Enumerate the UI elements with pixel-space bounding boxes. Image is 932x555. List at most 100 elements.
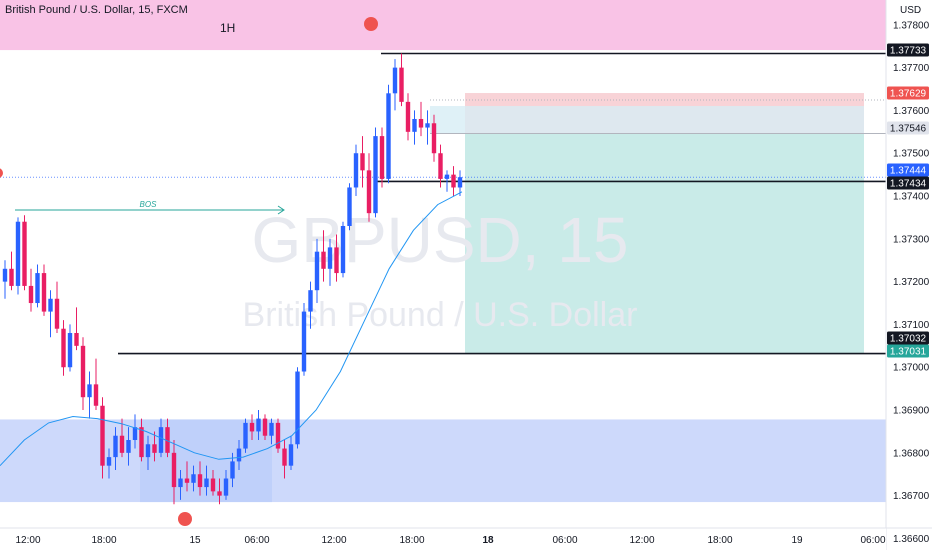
price-label-text: 1.37444 <box>890 166 927 177</box>
entry-zone <box>430 106 864 134</box>
candle <box>22 215 27 291</box>
price-axis[interactable]: 1.37800 1.37700 1.37600 1.37500 1.37400 1.373… <box>885 0 932 550</box>
price-label: 1.37444 <box>887 163 929 177</box>
candle-body <box>444 174 450 179</box>
candle <box>165 418 170 458</box>
candle-body <box>35 273 40 304</box>
candle <box>353 144 359 197</box>
time-axis[interactable]: 12:00 18:00 15 06:00 12:00 18:00 18 06:00 12:00 1… <box>0 527 932 550</box>
supply-zone <box>0 0 886 51</box>
candle-body <box>256 418 261 432</box>
candle <box>119 418 125 458</box>
price-label: 1.37031 <box>887 344 929 358</box>
price-label-box <box>887 176 929 190</box>
candle-body <box>191 474 196 483</box>
candle-body <box>418 118 424 128</box>
candle-body <box>451 174 456 188</box>
candle <box>431 114 437 162</box>
markers-layer <box>0 17 378 526</box>
candle-body <box>113 435 118 458</box>
price-label: 1.37032 <box>887 331 929 345</box>
candle-body <box>106 457 112 466</box>
price-label-text: 1.37733 <box>890 46 927 57</box>
candle <box>48 290 53 338</box>
candle-body <box>353 153 359 188</box>
candle <box>340 221 346 278</box>
price-label-text: 1.37434 <box>890 179 927 190</box>
candle <box>54 281 60 333</box>
candle <box>360 136 365 188</box>
candle <box>308 281 313 329</box>
candle-body <box>87 384 92 398</box>
candle <box>93 358 99 411</box>
time-tick: 18:00 <box>399 535 424 546</box>
price-labels-layer: 1.37733 1.37629 1.37546 1.37444 1.37434 1.370… <box>887 43 929 358</box>
price-tick: 1.36600 <box>893 534 930 545</box>
candle-body <box>145 444 151 458</box>
candle-body <box>217 491 222 496</box>
candle <box>113 427 118 470</box>
moving-average-line <box>0 191 463 467</box>
time-tick: 12:00 <box>629 535 654 546</box>
candle <box>295 367 300 449</box>
candle <box>314 238 320 304</box>
candle-body <box>431 123 437 154</box>
candle <box>412 110 417 145</box>
candle <box>204 465 209 496</box>
candle-body <box>457 177 463 188</box>
price-axis-background <box>886 0 932 550</box>
price-label-box <box>887 43 929 57</box>
candle <box>2 260 8 299</box>
candle <box>41 264 47 316</box>
currency-label[interactable]: USD <box>900 5 922 16</box>
candle <box>100 397 105 479</box>
candle-body <box>295 371 300 445</box>
price-tick: 1.37100 <box>893 320 930 331</box>
candle <box>366 153 372 222</box>
time-tick: 19 <box>791 535 803 546</box>
price-tick: 1.37800 <box>893 20 930 31</box>
price-tick: 1.36900 <box>893 406 930 417</box>
candle <box>288 435 294 470</box>
candle-body <box>314 251 320 291</box>
timeframe-badge[interactable]: 1H <box>220 21 236 35</box>
candle-body <box>171 452 177 488</box>
candle-body <box>327 247 333 269</box>
candles-layer <box>2 53 463 505</box>
levels-layer: BOS <box>0 52 886 355</box>
candle <box>243 418 248 453</box>
candle-body <box>425 123 430 128</box>
candle <box>301 303 307 376</box>
candle <box>386 84 391 184</box>
candle-body <box>366 170 372 214</box>
chart-title[interactable]: British Pound / U.S. Dollar, 15, FXCM <box>5 4 188 16</box>
price-label-box <box>887 331 929 345</box>
candle-body <box>379 136 385 179</box>
price-label-text: 1.37629 <box>890 89 927 100</box>
candle <box>418 101 424 137</box>
price-label: 1.37629 <box>887 86 929 100</box>
candle <box>87 371 92 419</box>
bos-label: BOS <box>140 200 158 209</box>
candle <box>217 478 222 505</box>
candle-body <box>275 422 281 449</box>
candle <box>28 268 34 312</box>
candle-body <box>152 444 157 453</box>
candle-body <box>438 153 443 179</box>
candle <box>236 440 242 470</box>
candle <box>126 427 131 466</box>
price-tick: 1.37600 <box>893 106 930 117</box>
candle <box>379 127 385 188</box>
time-tick: 18:00 <box>707 535 732 546</box>
price-label: 1.37434 <box>887 176 929 190</box>
candle <box>373 127 378 218</box>
candle <box>74 307 79 351</box>
candle <box>256 410 261 440</box>
candle <box>132 414 138 449</box>
price-label-text: 1.37546 <box>890 124 927 135</box>
candle <box>223 469 229 500</box>
candle <box>399 53 404 107</box>
time-axis-background <box>0 528 886 550</box>
